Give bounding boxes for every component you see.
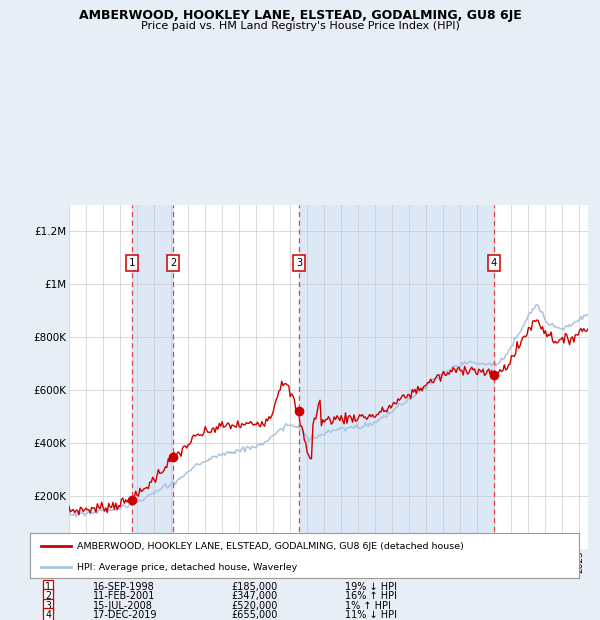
Text: 17-DEC-2019: 17-DEC-2019 [93, 610, 157, 620]
Text: 4: 4 [491, 258, 497, 268]
Text: Price paid vs. HM Land Registry's House Price Index (HPI): Price paid vs. HM Land Registry's House … [140, 21, 460, 31]
Text: 19% ↓ HPI: 19% ↓ HPI [345, 582, 397, 592]
Text: 1% ↑ HPI: 1% ↑ HPI [345, 601, 391, 611]
Text: 11% ↓ HPI: 11% ↓ HPI [345, 610, 397, 620]
Text: 1: 1 [129, 258, 135, 268]
Text: £185,000: £185,000 [231, 582, 277, 592]
Text: 2: 2 [170, 258, 176, 268]
Text: 16-SEP-1998: 16-SEP-1998 [93, 582, 155, 592]
Text: 2: 2 [45, 591, 51, 601]
Text: 3: 3 [296, 258, 302, 268]
Text: 4: 4 [45, 610, 51, 620]
Bar [132, 205, 173, 549]
Text: AMBERWOOD, HOOKLEY LANE, ELSTEAD, GODALMING, GU8 6JE: AMBERWOOD, HOOKLEY LANE, ELSTEAD, GODALM… [79, 9, 521, 22]
Text: £347,000: £347,000 [231, 591, 277, 601]
Text: 16% ↑ HPI: 16% ↑ HPI [345, 591, 397, 601]
Text: 1: 1 [45, 582, 51, 592]
Text: 3: 3 [45, 601, 51, 611]
Text: AMBERWOOD, HOOKLEY LANE, ELSTEAD, GODALMING, GU8 6JE (detached house): AMBERWOOD, HOOKLEY LANE, ELSTEAD, GODALM… [77, 542, 464, 551]
Text: 15-JUL-2008: 15-JUL-2008 [93, 601, 153, 611]
Bar [299, 205, 494, 549]
Text: HPI: Average price, detached house, Waverley: HPI: Average price, detached house, Wave… [77, 563, 297, 572]
Text: 11-FEB-2001: 11-FEB-2001 [93, 591, 155, 601]
Bar [580, 205, 588, 549]
Text: £520,000: £520,000 [231, 601, 277, 611]
Text: £655,000: £655,000 [231, 610, 277, 620]
